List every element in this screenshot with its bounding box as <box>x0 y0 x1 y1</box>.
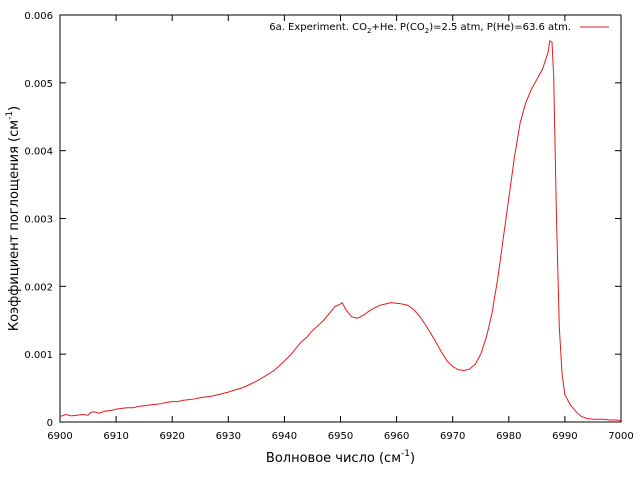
x-tick-labels: 6900 6910 6920 6930 6940 6950 6960 6970 6980 6990… <box>47 431 633 442</box>
x-tick-label: 6900 <box>47 431 72 442</box>
y-tick-labels: 0 0.001 0.002 0.003 0.004 0.005 0.006 <box>24 11 53 429</box>
y-tick-label: 0.006 <box>24 11 53 22</box>
legend-part-1: 6a. Experiment. CO <box>269 22 367 33</box>
x-tick-label: 6970 <box>440 431 465 442</box>
y-axis-label: Коэффициент поглощения (см-1) <box>5 106 22 331</box>
x-tick-label: 7000 <box>608 431 633 442</box>
x-tick-label: 6920 <box>159 431 184 442</box>
y-tick-label: 0.005 <box>24 79 53 90</box>
y-axis-label-end: ) <box>7 106 22 111</box>
x-tick-label: 6960 <box>384 431 409 442</box>
x-tick-label: 6940 <box>272 431 297 442</box>
x-axis-label: Волновое число (см-1) <box>266 449 415 466</box>
y-tick-label: 0.001 <box>24 350 53 361</box>
legend-part-2: +He. P(CO <box>372 22 425 33</box>
y-tick-label: 0 <box>47 418 53 429</box>
y-axis-label-base: Коэффициент поглощения (см <box>7 120 22 331</box>
x-tick-label: 6980 <box>496 431 521 442</box>
y-tick-label: 0.004 <box>24 147 53 158</box>
x-tick-label: 6930 <box>216 431 241 442</box>
series-line <box>59 39 622 422</box>
legend-part-3: )=2.5 atm, P(He)=63.6 atm. <box>429 22 571 33</box>
x-axis-label-base: Волновое число (см <box>266 451 401 466</box>
y-tick-label: 0.002 <box>24 282 53 293</box>
x-tick-label: 6990 <box>552 431 577 442</box>
legend-label: 6a. Experiment. CO2+He. P(CO2)=2.5 atm, … <box>269 22 571 35</box>
y-tick-label: 0.003 <box>24 215 53 226</box>
x-tick-label: 6910 <box>103 431 128 442</box>
x-axis-label-end: ) <box>410 451 415 466</box>
x-tick-label: 6950 <box>328 431 353 442</box>
plot-frame <box>59 14 622 423</box>
legend-sub-2: 2 <box>425 27 429 35</box>
legend-sub-1: 2 <box>367 27 371 35</box>
tick-marks <box>60 15 621 422</box>
y-axis-label-sup: -1 <box>5 111 15 120</box>
x-axis-label-sup: -1 <box>401 449 410 459</box>
